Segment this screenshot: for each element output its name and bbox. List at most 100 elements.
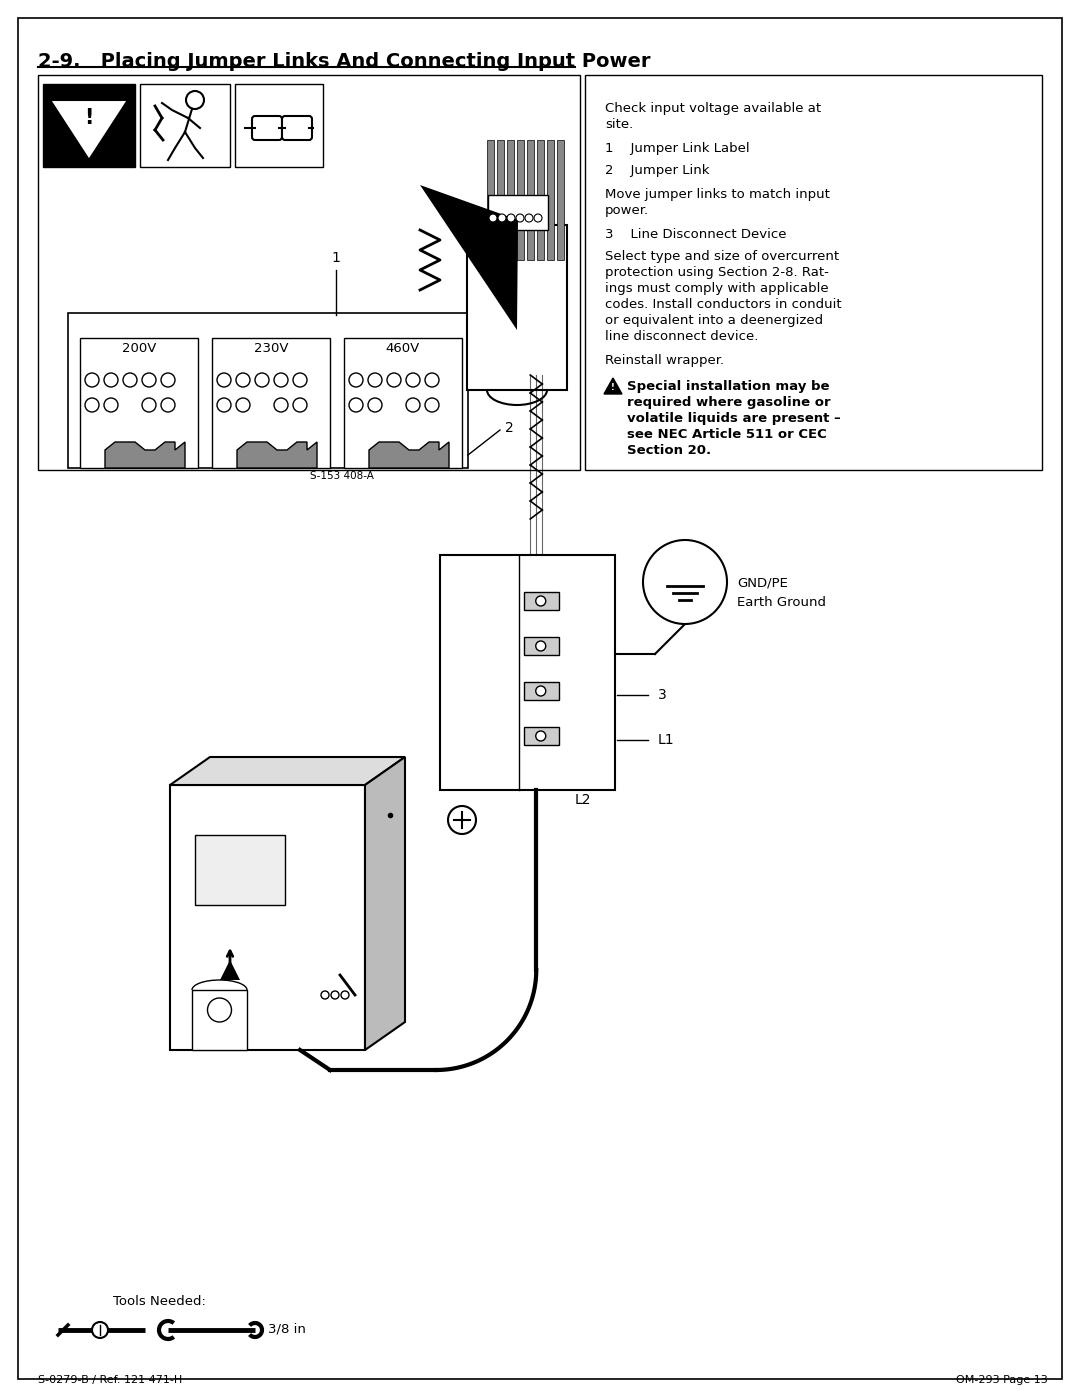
Bar [524, 726, 558, 745]
Circle shape [525, 214, 534, 222]
Bar [524, 682, 558, 700]
Text: Earth Ground: Earth Ground [737, 597, 826, 609]
Text: 230V: 230V [254, 342, 288, 355]
Circle shape [255, 373, 269, 387]
Text: 3/8 in: 3/8 in [268, 1323, 306, 1336]
Circle shape [643, 541, 727, 624]
Text: 460V: 460V [386, 342, 420, 355]
Circle shape [85, 398, 99, 412]
Text: !: ! [84, 108, 94, 129]
Bar [557, 140, 564, 260]
Bar [170, 785, 365, 1051]
Circle shape [104, 398, 118, 412]
Circle shape [368, 398, 382, 412]
Circle shape [293, 373, 307, 387]
Circle shape [536, 641, 545, 651]
Circle shape [349, 373, 363, 387]
Text: required where gasoline or: required where gasoline or [627, 395, 831, 409]
Circle shape [141, 373, 156, 387]
Circle shape [237, 373, 249, 387]
Circle shape [426, 373, 438, 387]
Text: or equivalent into a deenergized: or equivalent into a deenergized [605, 314, 823, 327]
Text: 2: 2 [505, 420, 514, 434]
Text: Section 20.: Section 20. [627, 444, 711, 457]
Circle shape [406, 398, 420, 412]
Polygon shape [170, 757, 405, 785]
Circle shape [536, 597, 545, 606]
Text: 2    Jumper Link: 2 Jumper Link [605, 163, 710, 177]
Text: Tools Needed:: Tools Needed: [113, 1295, 206, 1308]
Text: codes. Install conductors in conduit: codes. Install conductors in conduit [605, 298, 841, 312]
Circle shape [123, 373, 137, 387]
Text: power.: power. [605, 204, 649, 217]
Bar [488, 196, 548, 231]
Text: OM-293 Page 13: OM-293 Page 13 [956, 1375, 1048, 1384]
Circle shape [349, 398, 363, 412]
Bar [38, 75, 580, 469]
Circle shape [217, 373, 231, 387]
Circle shape [321, 990, 329, 999]
Circle shape [516, 214, 524, 222]
Polygon shape [369, 441, 449, 468]
Circle shape [293, 398, 307, 412]
Bar [440, 555, 615, 789]
Polygon shape [237, 441, 318, 468]
Bar [467, 225, 567, 390]
Circle shape [274, 398, 288, 412]
Bar [140, 84, 230, 168]
Circle shape [161, 373, 175, 387]
Text: Special installation may be: Special installation may be [627, 380, 829, 393]
Bar [192, 990, 247, 1051]
Text: Reinstall wrapper.: Reinstall wrapper. [605, 353, 724, 367]
Polygon shape [220, 960, 240, 981]
Circle shape [207, 997, 231, 1023]
Bar [546, 140, 554, 260]
Polygon shape [604, 379, 622, 394]
Circle shape [534, 214, 542, 222]
Circle shape [161, 398, 175, 412]
Bar [68, 313, 468, 468]
Text: Check input voltage available at: Check input voltage available at [605, 102, 821, 115]
Text: !: ! [611, 384, 615, 393]
Text: L1: L1 [658, 733, 675, 747]
Bar [345, 338, 462, 468]
Text: 1    Jumper Link Label: 1 Jumper Link Label [605, 142, 750, 155]
Text: 200V: 200V [122, 342, 157, 355]
Circle shape [104, 373, 118, 387]
FancyBboxPatch shape [282, 116, 312, 140]
Circle shape [536, 731, 545, 740]
Text: S-153 408-A: S-153 408-A [310, 471, 374, 481]
Polygon shape [105, 441, 185, 468]
Bar [524, 637, 558, 655]
Circle shape [186, 91, 204, 109]
Circle shape [448, 806, 476, 834]
Bar [517, 140, 524, 260]
Bar [497, 140, 504, 260]
Bar [212, 338, 330, 468]
Bar [537, 140, 544, 260]
Circle shape [237, 398, 249, 412]
Text: line disconnect device.: line disconnect device. [605, 330, 758, 344]
Text: 3: 3 [658, 687, 666, 703]
Circle shape [489, 214, 497, 222]
Bar [195, 835, 285, 905]
Polygon shape [420, 184, 518, 330]
Bar [235, 84, 323, 168]
Text: protection using Section 2-8. Rat-: protection using Section 2-8. Rat- [605, 265, 828, 279]
Text: Select type and size of overcurrent: Select type and size of overcurrent [605, 250, 839, 263]
Bar [507, 140, 514, 260]
Text: 2-9.   Placing Jumper Links And Connecting Input Power: 2-9. Placing Jumper Links And Connecting… [38, 52, 650, 71]
Text: 3    Line Disconnect Device: 3 Line Disconnect Device [605, 228, 786, 242]
Circle shape [507, 214, 515, 222]
Text: see NEC Article 511 or CEC: see NEC Article 511 or CEC [627, 427, 827, 441]
Circle shape [368, 373, 382, 387]
Polygon shape [50, 101, 129, 161]
Bar [585, 75, 1042, 469]
Circle shape [406, 373, 420, 387]
Text: ings must comply with applicable: ings must comply with applicable [605, 282, 828, 295]
Text: site.: site. [605, 117, 633, 131]
Circle shape [141, 398, 156, 412]
Text: 1: 1 [332, 251, 340, 265]
Bar [527, 140, 534, 260]
Bar [487, 140, 494, 260]
